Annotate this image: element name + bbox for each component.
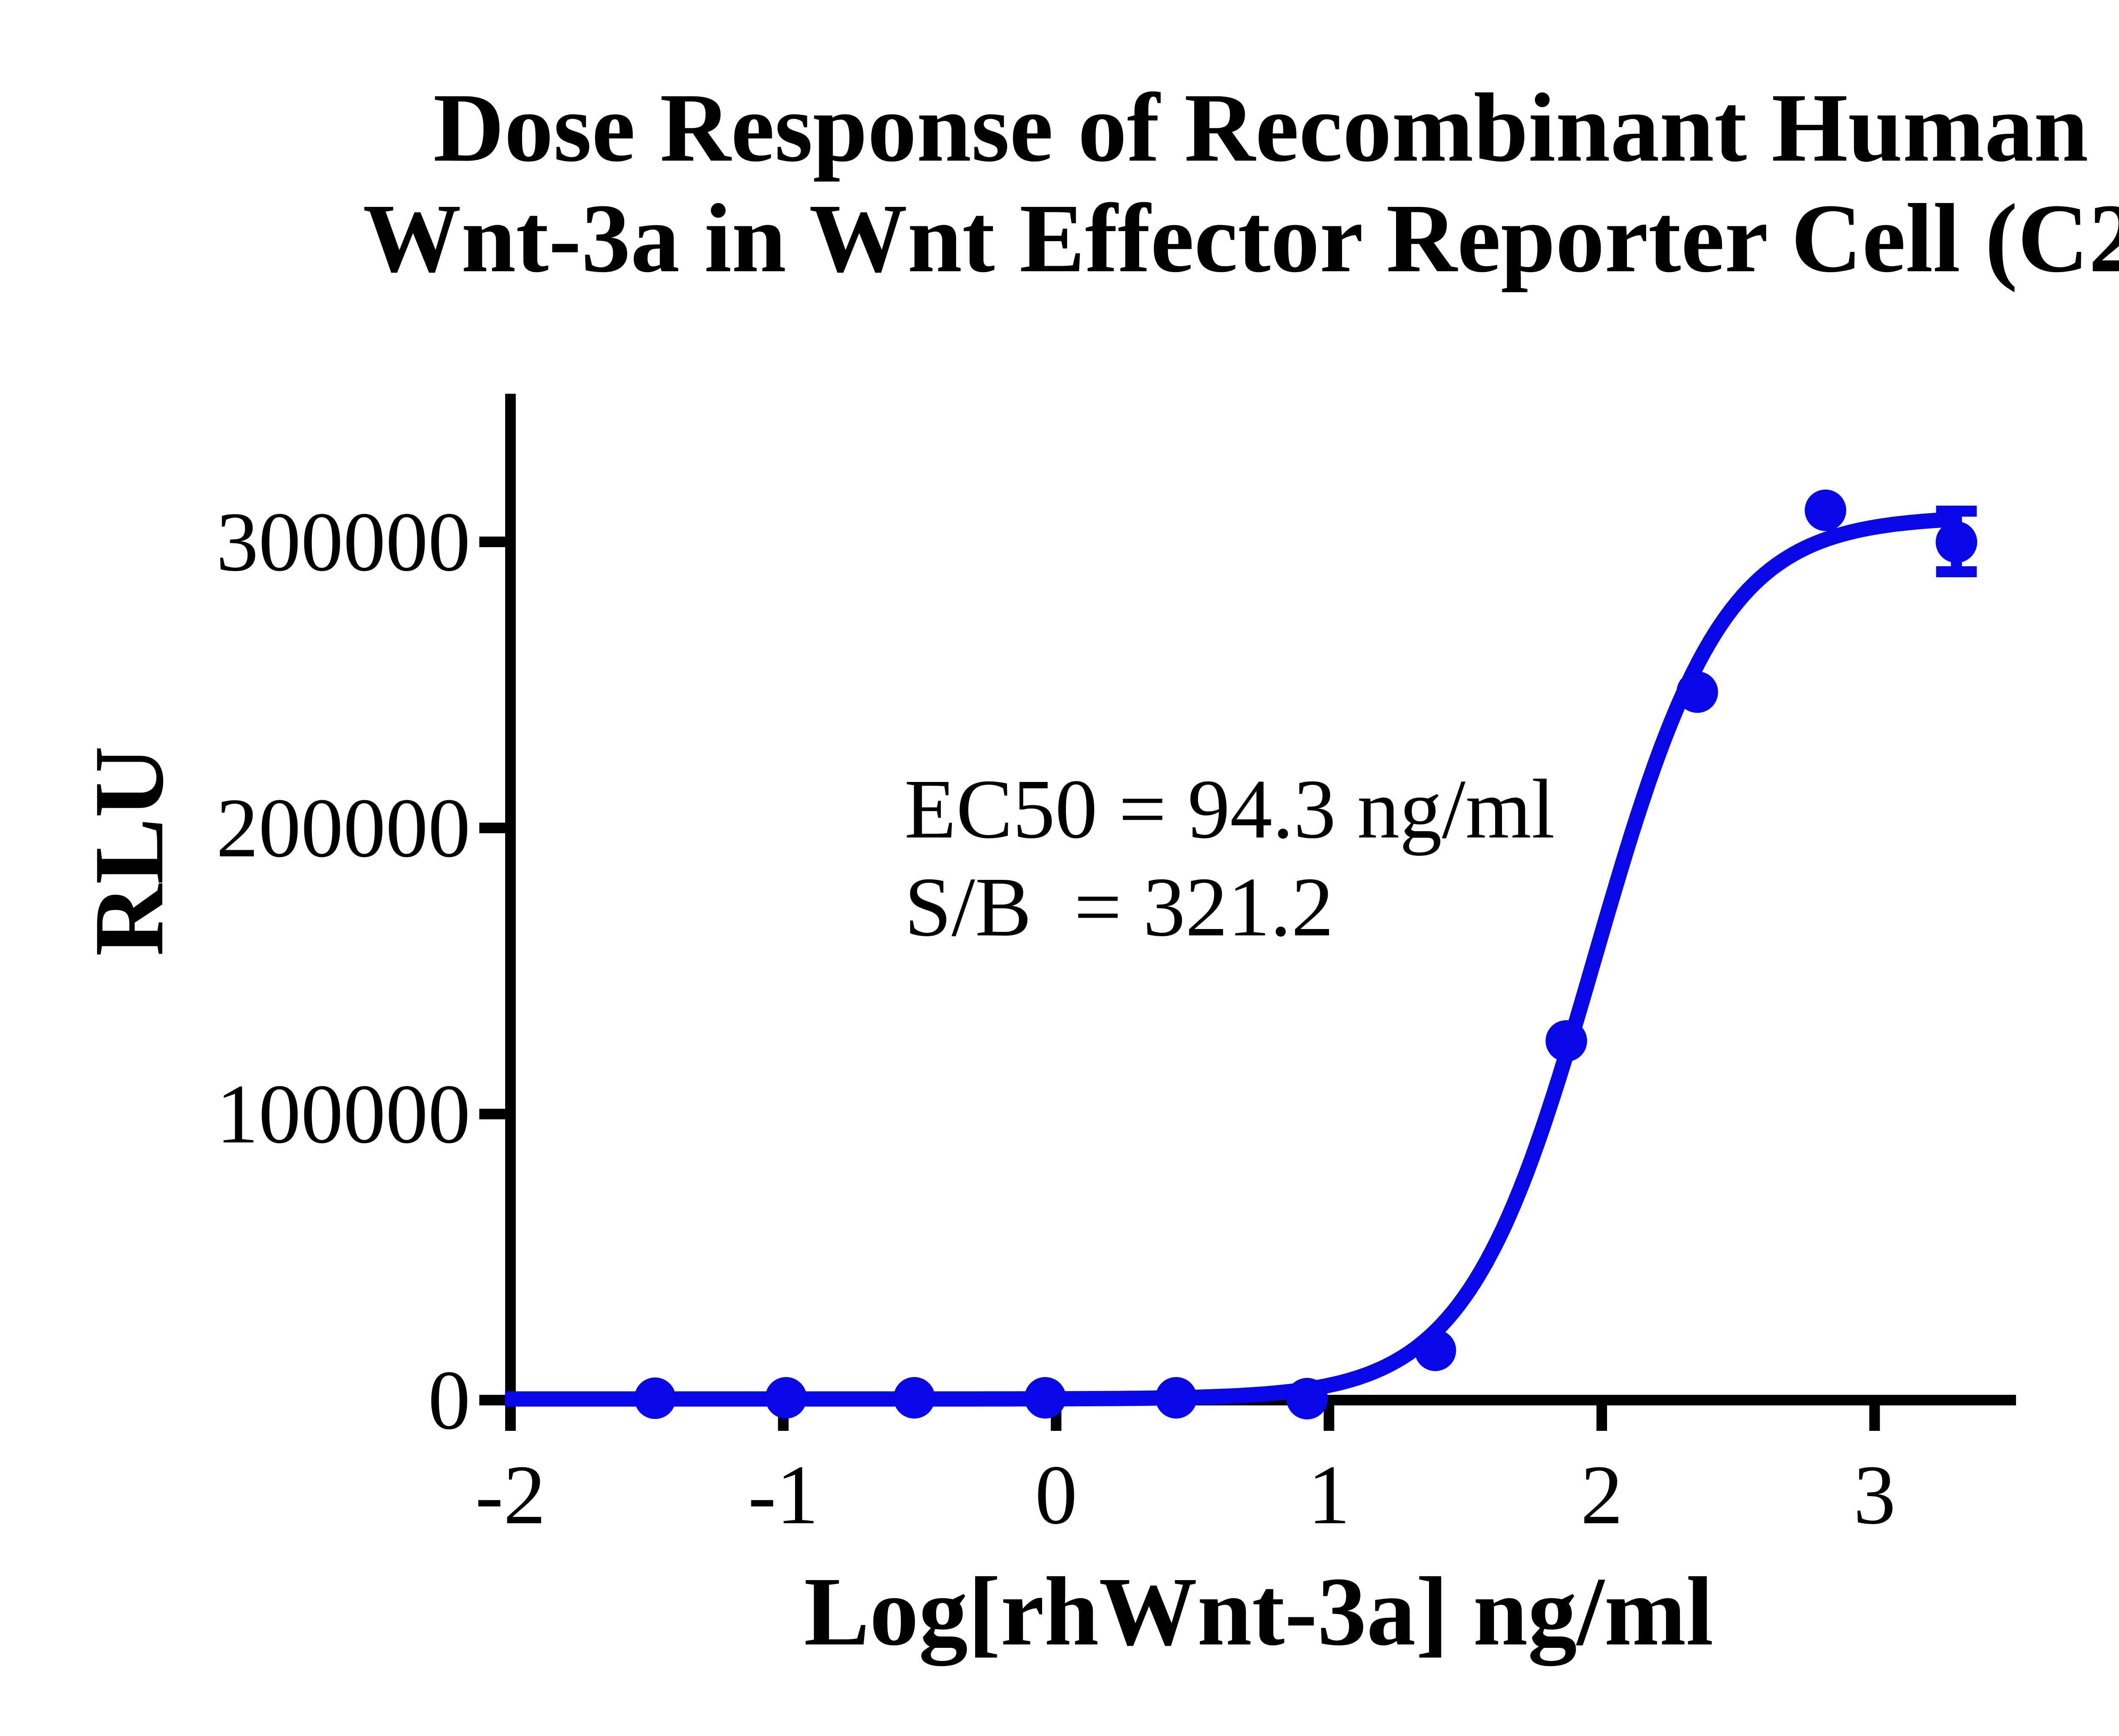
svg-text:3: 3 bbox=[1853, 1448, 1896, 1542]
svg-text:1: 1 bbox=[1308, 1448, 1350, 1542]
svg-text:Wnt-3a in Wnt Effector Reporte: Wnt-3a in Wnt Effector Reporter Cell (C2… bbox=[363, 184, 2119, 293]
svg-text:EC50 = 94.3 ng/ml: EC50 = 94.3 ng/ml bbox=[904, 762, 1555, 856]
svg-text:-2: -2 bbox=[475, 1448, 546, 1542]
svg-text:RLU: RLU bbox=[74, 746, 184, 956]
svg-text:Log[rhWnt-3a] ng/ml: Log[rhWnt-3a] ng/ml bbox=[804, 1557, 1713, 1666]
svg-text:Dose Response of Recombinant H: Dose Response of Recombinant Human bbox=[433, 73, 2088, 182]
svg-text:S/B = 321.2: S/B = 321.2 bbox=[904, 860, 1334, 954]
svg-text:0: 0 bbox=[1035, 1448, 1077, 1542]
svg-text:2: 2 bbox=[1581, 1448, 1623, 1542]
svg-text:100000: 100000 bbox=[216, 1068, 470, 1161]
svg-text:0: 0 bbox=[428, 1354, 470, 1447]
svg-text:300000: 300000 bbox=[216, 495, 470, 589]
svg-text:200000: 200000 bbox=[216, 782, 470, 875]
svg-text:-1: -1 bbox=[748, 1448, 819, 1542]
